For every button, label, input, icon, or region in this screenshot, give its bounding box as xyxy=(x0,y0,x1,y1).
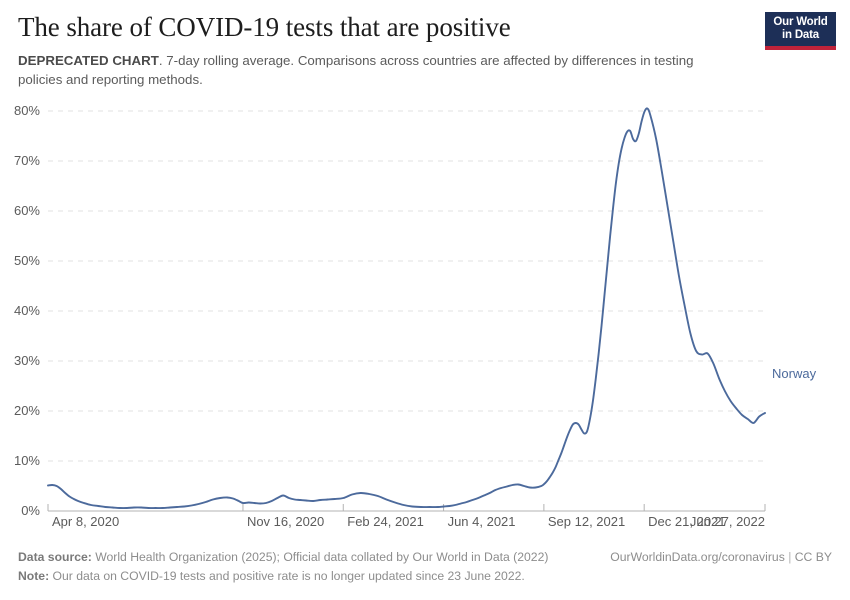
x-tick-label: Jun 4, 2021 xyxy=(447,514,516,529)
note-text: Our data on COVID-19 tests and positive … xyxy=(52,569,525,583)
x-tick-label: Sep 12, 2021 xyxy=(547,514,626,529)
page-title: The share of COVID-19 tests that are pos… xyxy=(18,12,511,42)
y-tick-label: 30% xyxy=(13,353,40,368)
footer-link-group: OurWorldinData.org/coronavirus | CC BY xyxy=(610,548,832,567)
y-tick-label: 50% xyxy=(13,253,40,268)
footer-note-row: Note: Our data on COVID-19 tests and pos… xyxy=(18,567,832,586)
y-tick-label: 60% xyxy=(13,203,40,218)
y-tick-label: 70% xyxy=(13,153,40,168)
footer-separator: | xyxy=(788,550,792,564)
x-tick-label: Nov 16, 2020 xyxy=(246,514,325,529)
data-source-text: World Health Organization (2025); Offici… xyxy=(95,550,549,564)
x-tick-label: Feb 24, 2021 xyxy=(347,514,424,529)
owid-logo[interactable]: Our World in Data xyxy=(765,12,836,50)
license-label[interactable]: CC BY xyxy=(794,550,832,564)
y-tick-label: 0% xyxy=(21,503,40,518)
note-label: Note: xyxy=(18,569,50,583)
footer-source-row: Data source: World Health Organization (… xyxy=(18,548,832,567)
chart-subtitle: DEPRECATED CHART. 7-day rolling average.… xyxy=(18,51,715,89)
line-chart-svg xyxy=(47,107,766,512)
owid-link[interactable]: OurWorldinData.org/coronavirus xyxy=(610,550,785,564)
x-tick-label: Apr 8, 2020 xyxy=(52,514,120,529)
chart-area: 0% 10% 20% 30% 40% 50% 60% 70% 80% Apr 8, 2020 No… xyxy=(0,95,850,535)
chart-footer: Data source: World Health Organization (… xyxy=(18,548,832,586)
deprecated-chart-badge: DEPRECATED CHART xyxy=(18,53,159,68)
owid-logo-line2: in Data xyxy=(782,28,819,41)
owid-logo-line1: Our World xyxy=(773,16,828,28)
x-tick-label: Dec 21, 2021 xyxy=(648,514,726,529)
y-tick-label: 10% xyxy=(13,453,40,468)
chart-header: The share of COVID-19 tests that are pos… xyxy=(18,10,718,89)
series-label-norway[interactable]: Norway xyxy=(772,365,817,381)
x-tick-label: Jun 27, 2022 xyxy=(689,514,765,529)
y-tick-label: 20% xyxy=(13,403,40,418)
subtitle-rest: . 7-day rolling average. Comparisons acr… xyxy=(18,53,694,87)
y-tick-label: 40% xyxy=(13,303,40,318)
data-source-label: Data source: xyxy=(18,550,92,564)
y-tick-label: 80% xyxy=(13,103,40,118)
